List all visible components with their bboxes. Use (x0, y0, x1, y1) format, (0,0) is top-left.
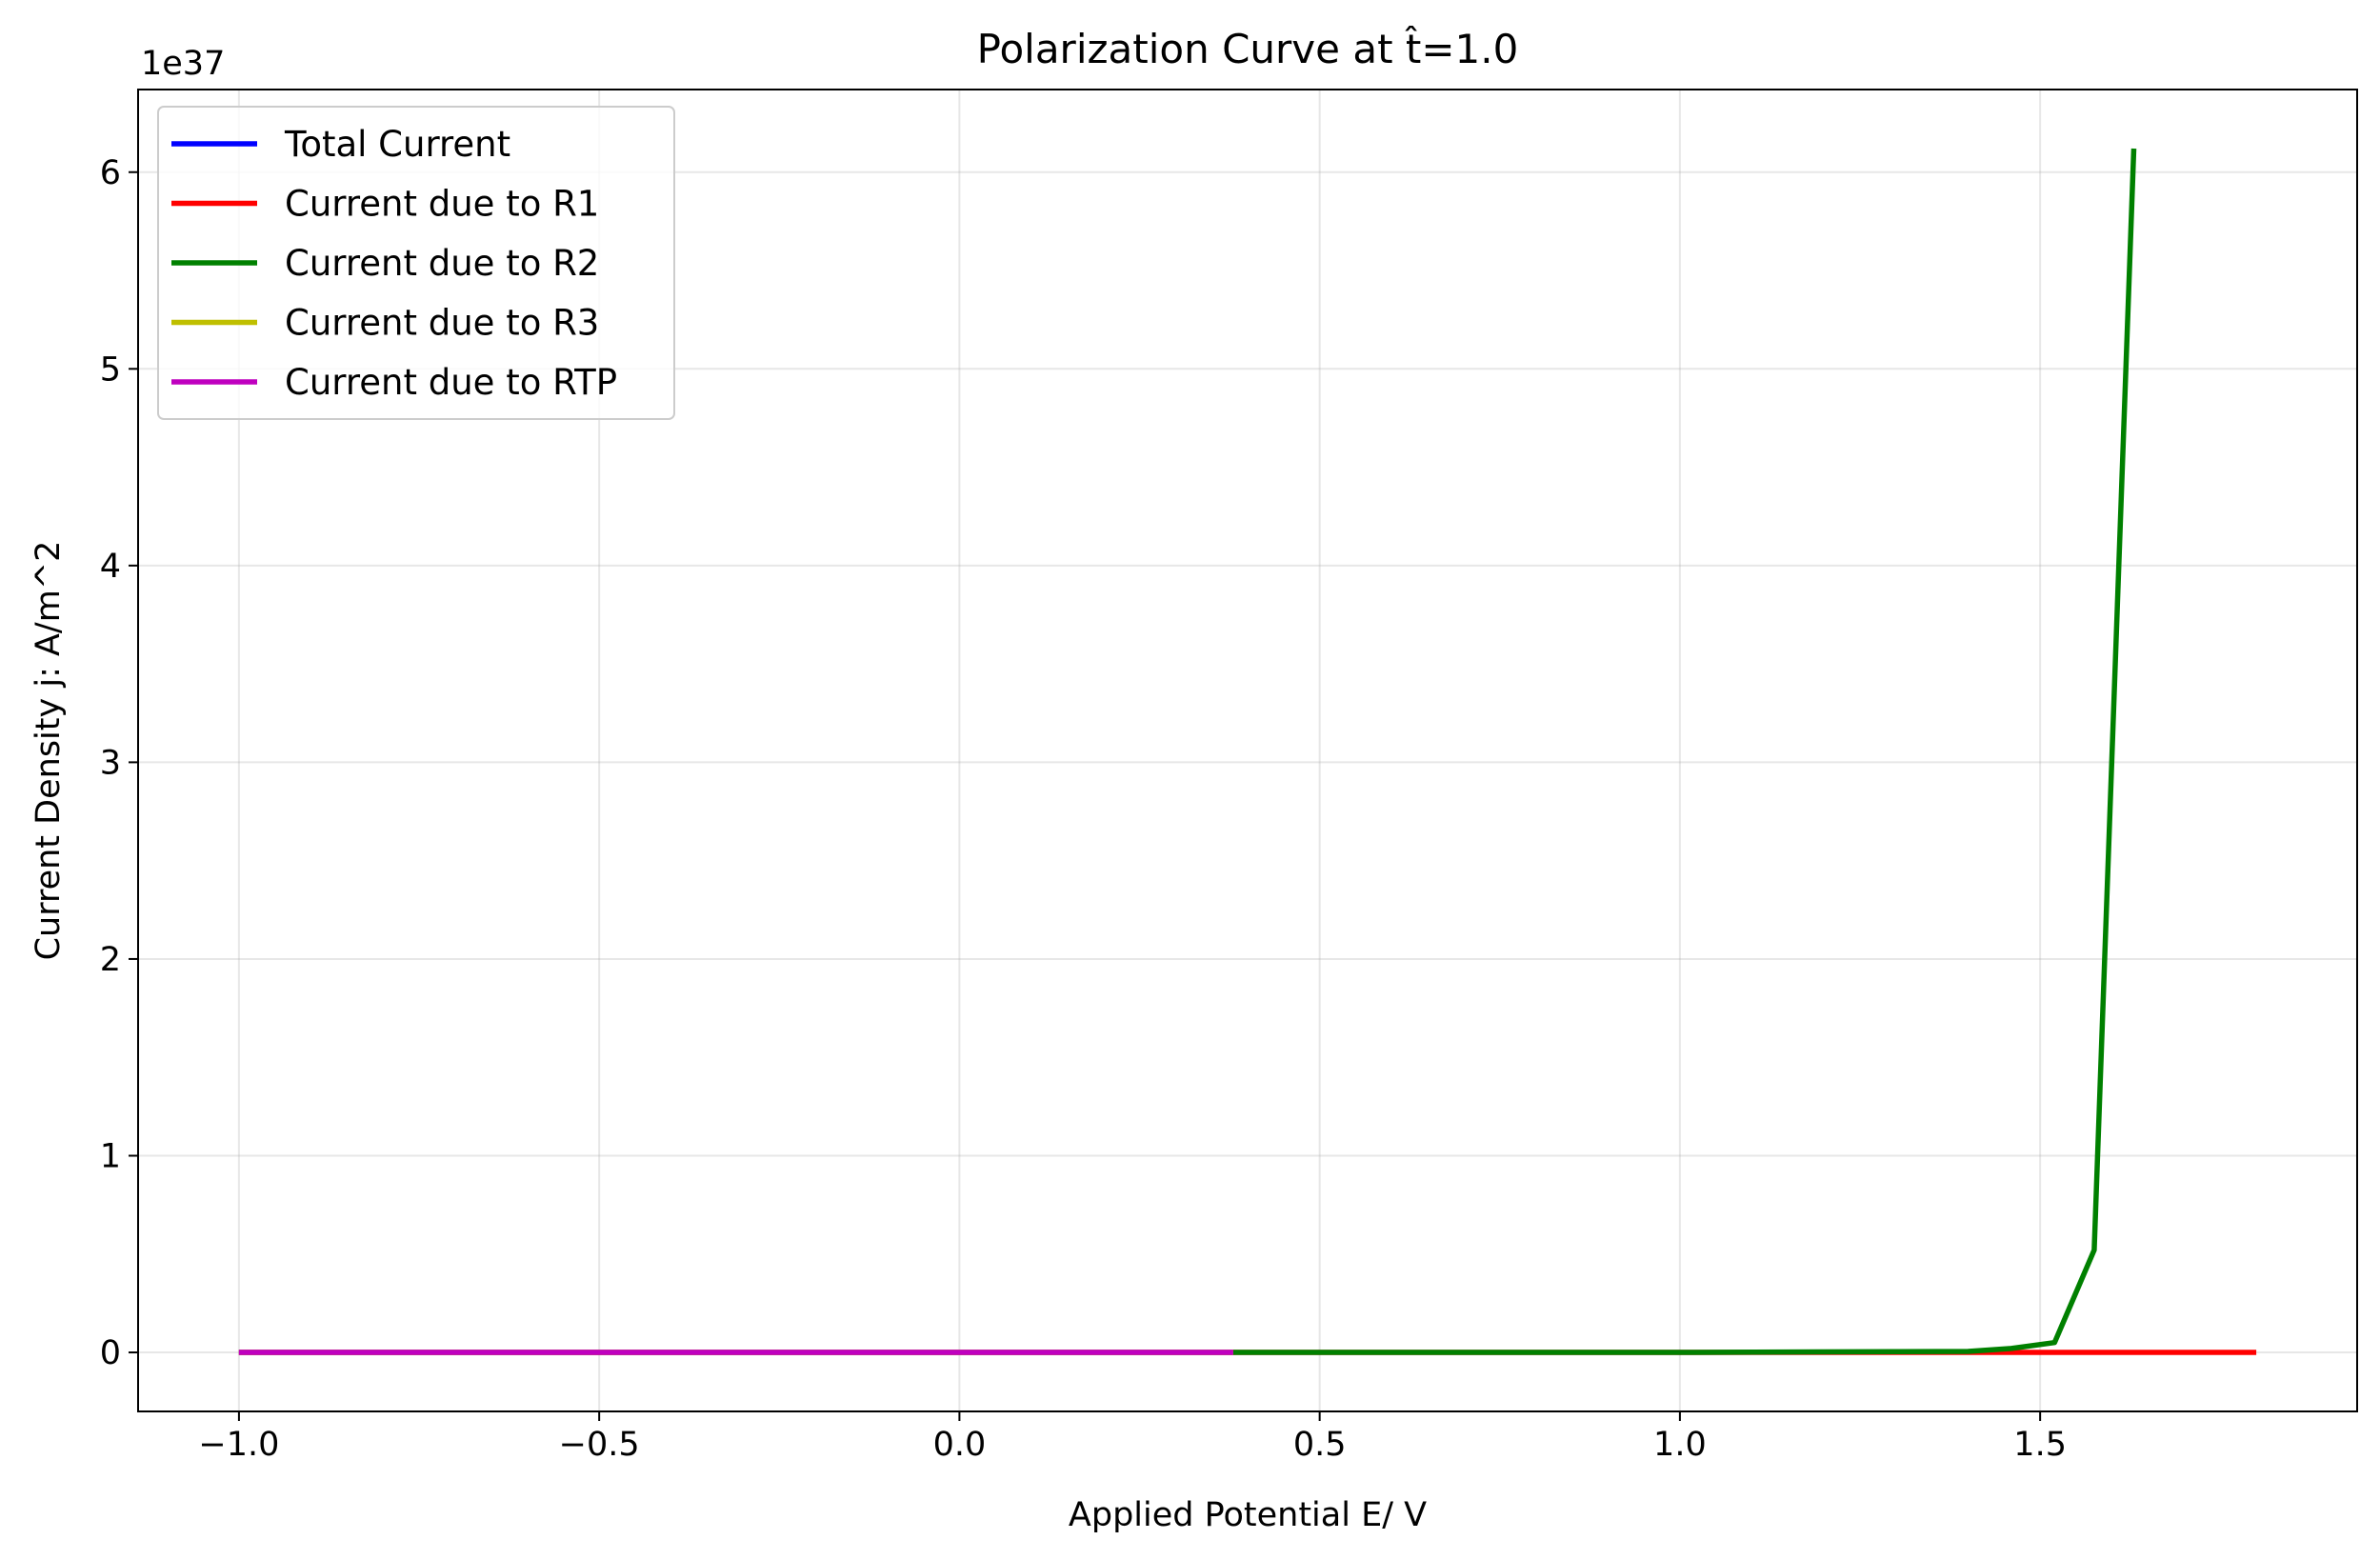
legend-label-current-due-to-r1: Current due to R1 (285, 184, 599, 225)
x-tick-label: 1.5 (2013, 1426, 2067, 1464)
legend-label-total-current: Total Current (284, 124, 510, 165)
y-tick-label: 5 (100, 350, 121, 389)
plot-frame (137, 89, 2358, 1412)
y-tick-label: 1 (100, 1137, 121, 1175)
y-tick-label: 0 (100, 1334, 121, 1372)
x-tick-label: −0.5 (559, 1426, 640, 1464)
y-axis-label: Current Density j: A/m^2 (30, 541, 68, 961)
x-tick-label: 0.5 (1293, 1426, 1347, 1464)
y-tick-label: 2 (100, 941, 121, 979)
y-tick-label: 3 (100, 744, 121, 782)
x-tick-label: −1.0 (198, 1426, 279, 1464)
series-line-current-due-to-r2 (1232, 148, 2137, 1355)
legend-label-current-due-to-r2: Current due to R2 (285, 243, 599, 284)
legend-label-current-due-to-r3: Current due to R3 (285, 303, 599, 344)
y-tick-label: 4 (100, 548, 121, 586)
series-lines (238, 148, 2257, 1355)
x-tick-label: 0.0 (933, 1426, 987, 1464)
x-tick-label: 1.0 (1653, 1426, 1707, 1464)
legend: Total Current Current due to R1 Current du… (157, 106, 675, 420)
y-offset-label: 1e37 (141, 45, 225, 83)
legend-label-current-due-to-rtp: Current due to RTP (285, 362, 617, 403)
chart-title: Polarization Curve at t̂=1.0 (977, 25, 1519, 72)
axis-ticks: −1.0 −0.5 0.0 0.5 1.0 1.5 0 1 2 3 4 5 6 (100, 154, 2067, 1464)
y-tick-label: 6 (100, 154, 121, 192)
x-axis-label: Applied Potential E/ V (1069, 1496, 1427, 1534)
legend-box (157, 106, 675, 420)
